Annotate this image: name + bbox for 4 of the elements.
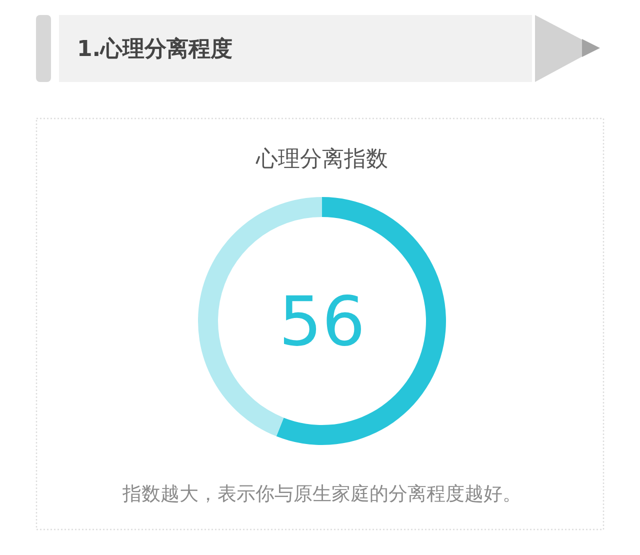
data-label: 56 bbox=[278, 283, 366, 362]
chart-title: 1.心理分离程度 bbox=[77, 36, 233, 62]
chart-subtitle: 心理分离指数 bbox=[255, 147, 388, 172]
text: 指数越大，表示你与原生家庭的分离程度越好。 bbox=[122, 483, 522, 505]
